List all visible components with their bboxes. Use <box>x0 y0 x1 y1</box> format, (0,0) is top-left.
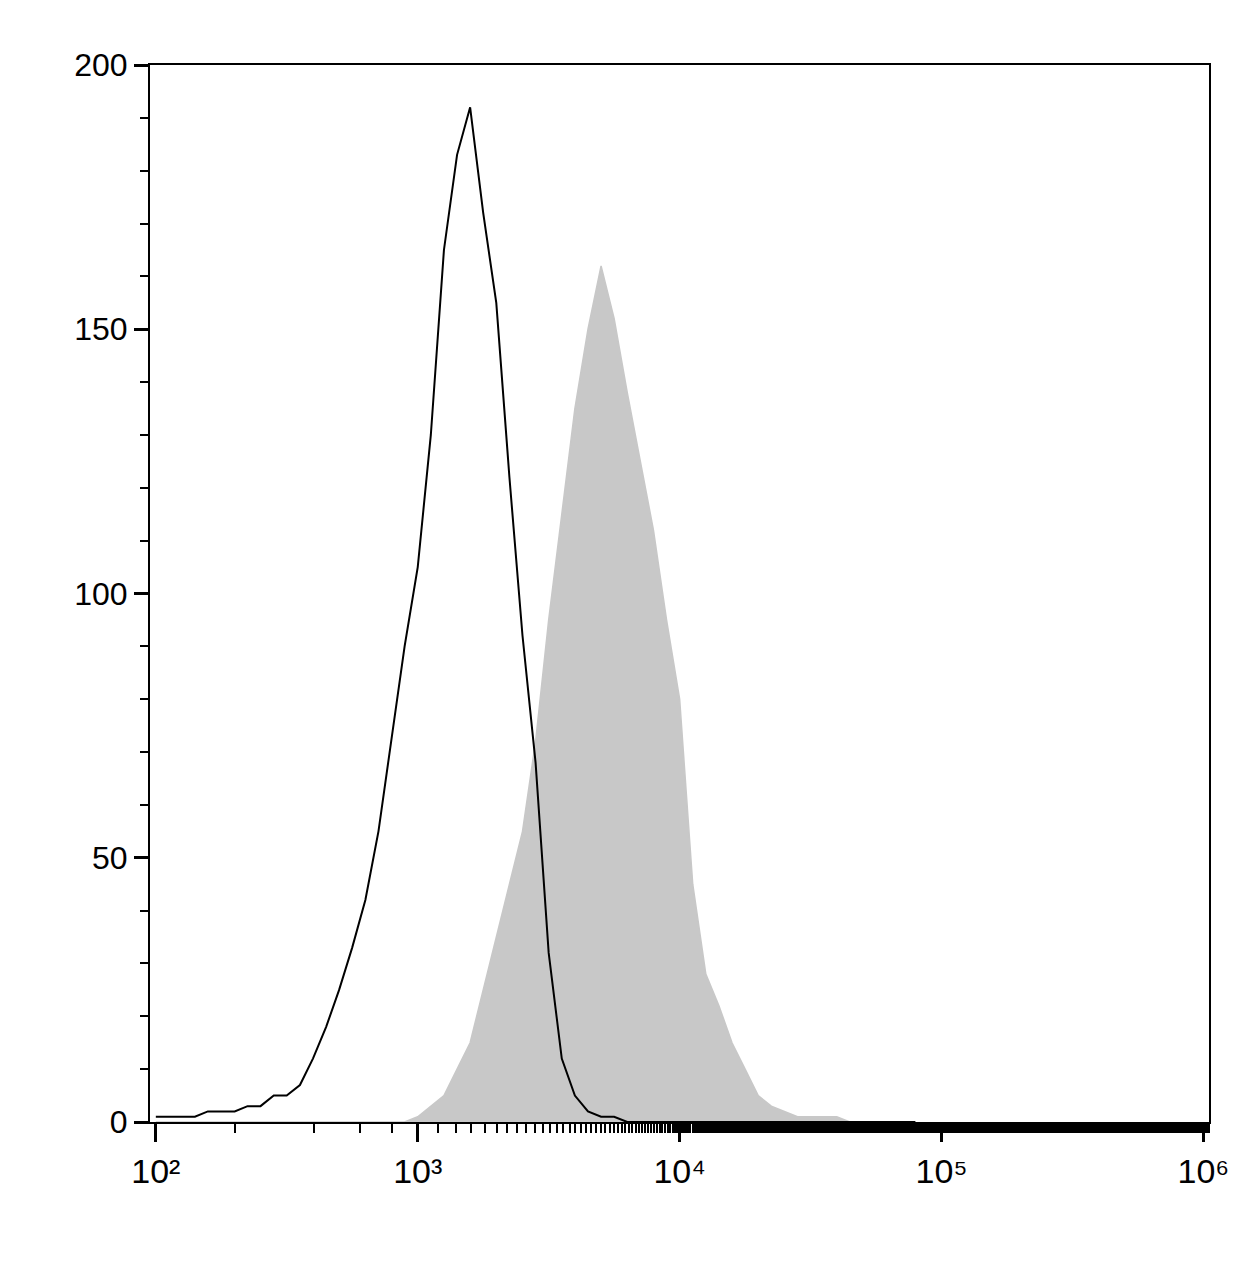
svg-text:10²: 10² <box>131 1152 180 1190</box>
svg-text:100: 100 <box>74 576 127 612</box>
svg-text:0: 0 <box>110 1104 128 1140</box>
svg-text:10⁶: 10⁶ <box>1178 1152 1230 1190</box>
svg-text:200: 200 <box>74 47 127 83</box>
svg-text:10³: 10³ <box>393 1152 442 1190</box>
svg-text:10⁵: 10⁵ <box>916 1152 968 1190</box>
svg-text:150: 150 <box>74 311 127 347</box>
svg-text:10⁴: 10⁴ <box>653 1152 705 1190</box>
svg-text:50: 50 <box>92 840 128 876</box>
